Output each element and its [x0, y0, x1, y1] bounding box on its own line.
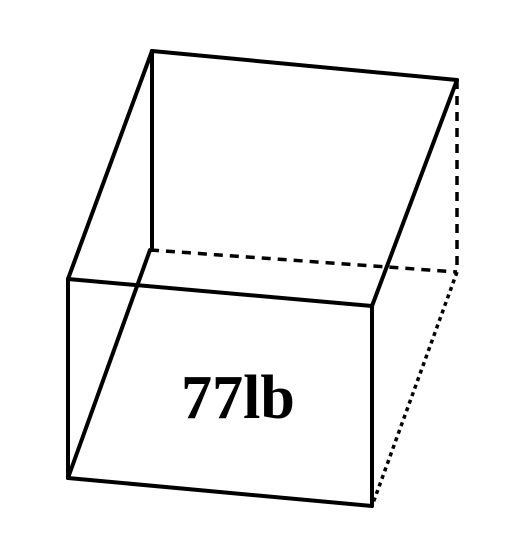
edge-top-right	[370, 78, 459, 308]
hidden-edge-back-bottom	[149, 248, 458, 274]
edge-front-top	[66, 277, 374, 308]
edge-back-left-diagonal	[66, 248, 152, 480]
edge-top-left	[66, 49, 154, 281]
weight-label: 77lb	[181, 364, 295, 432]
hidden-edge-bottom-right	[370, 271, 459, 507]
edge-top-back	[150, 49, 459, 82]
edge-front-bottom	[66, 476, 374, 508]
